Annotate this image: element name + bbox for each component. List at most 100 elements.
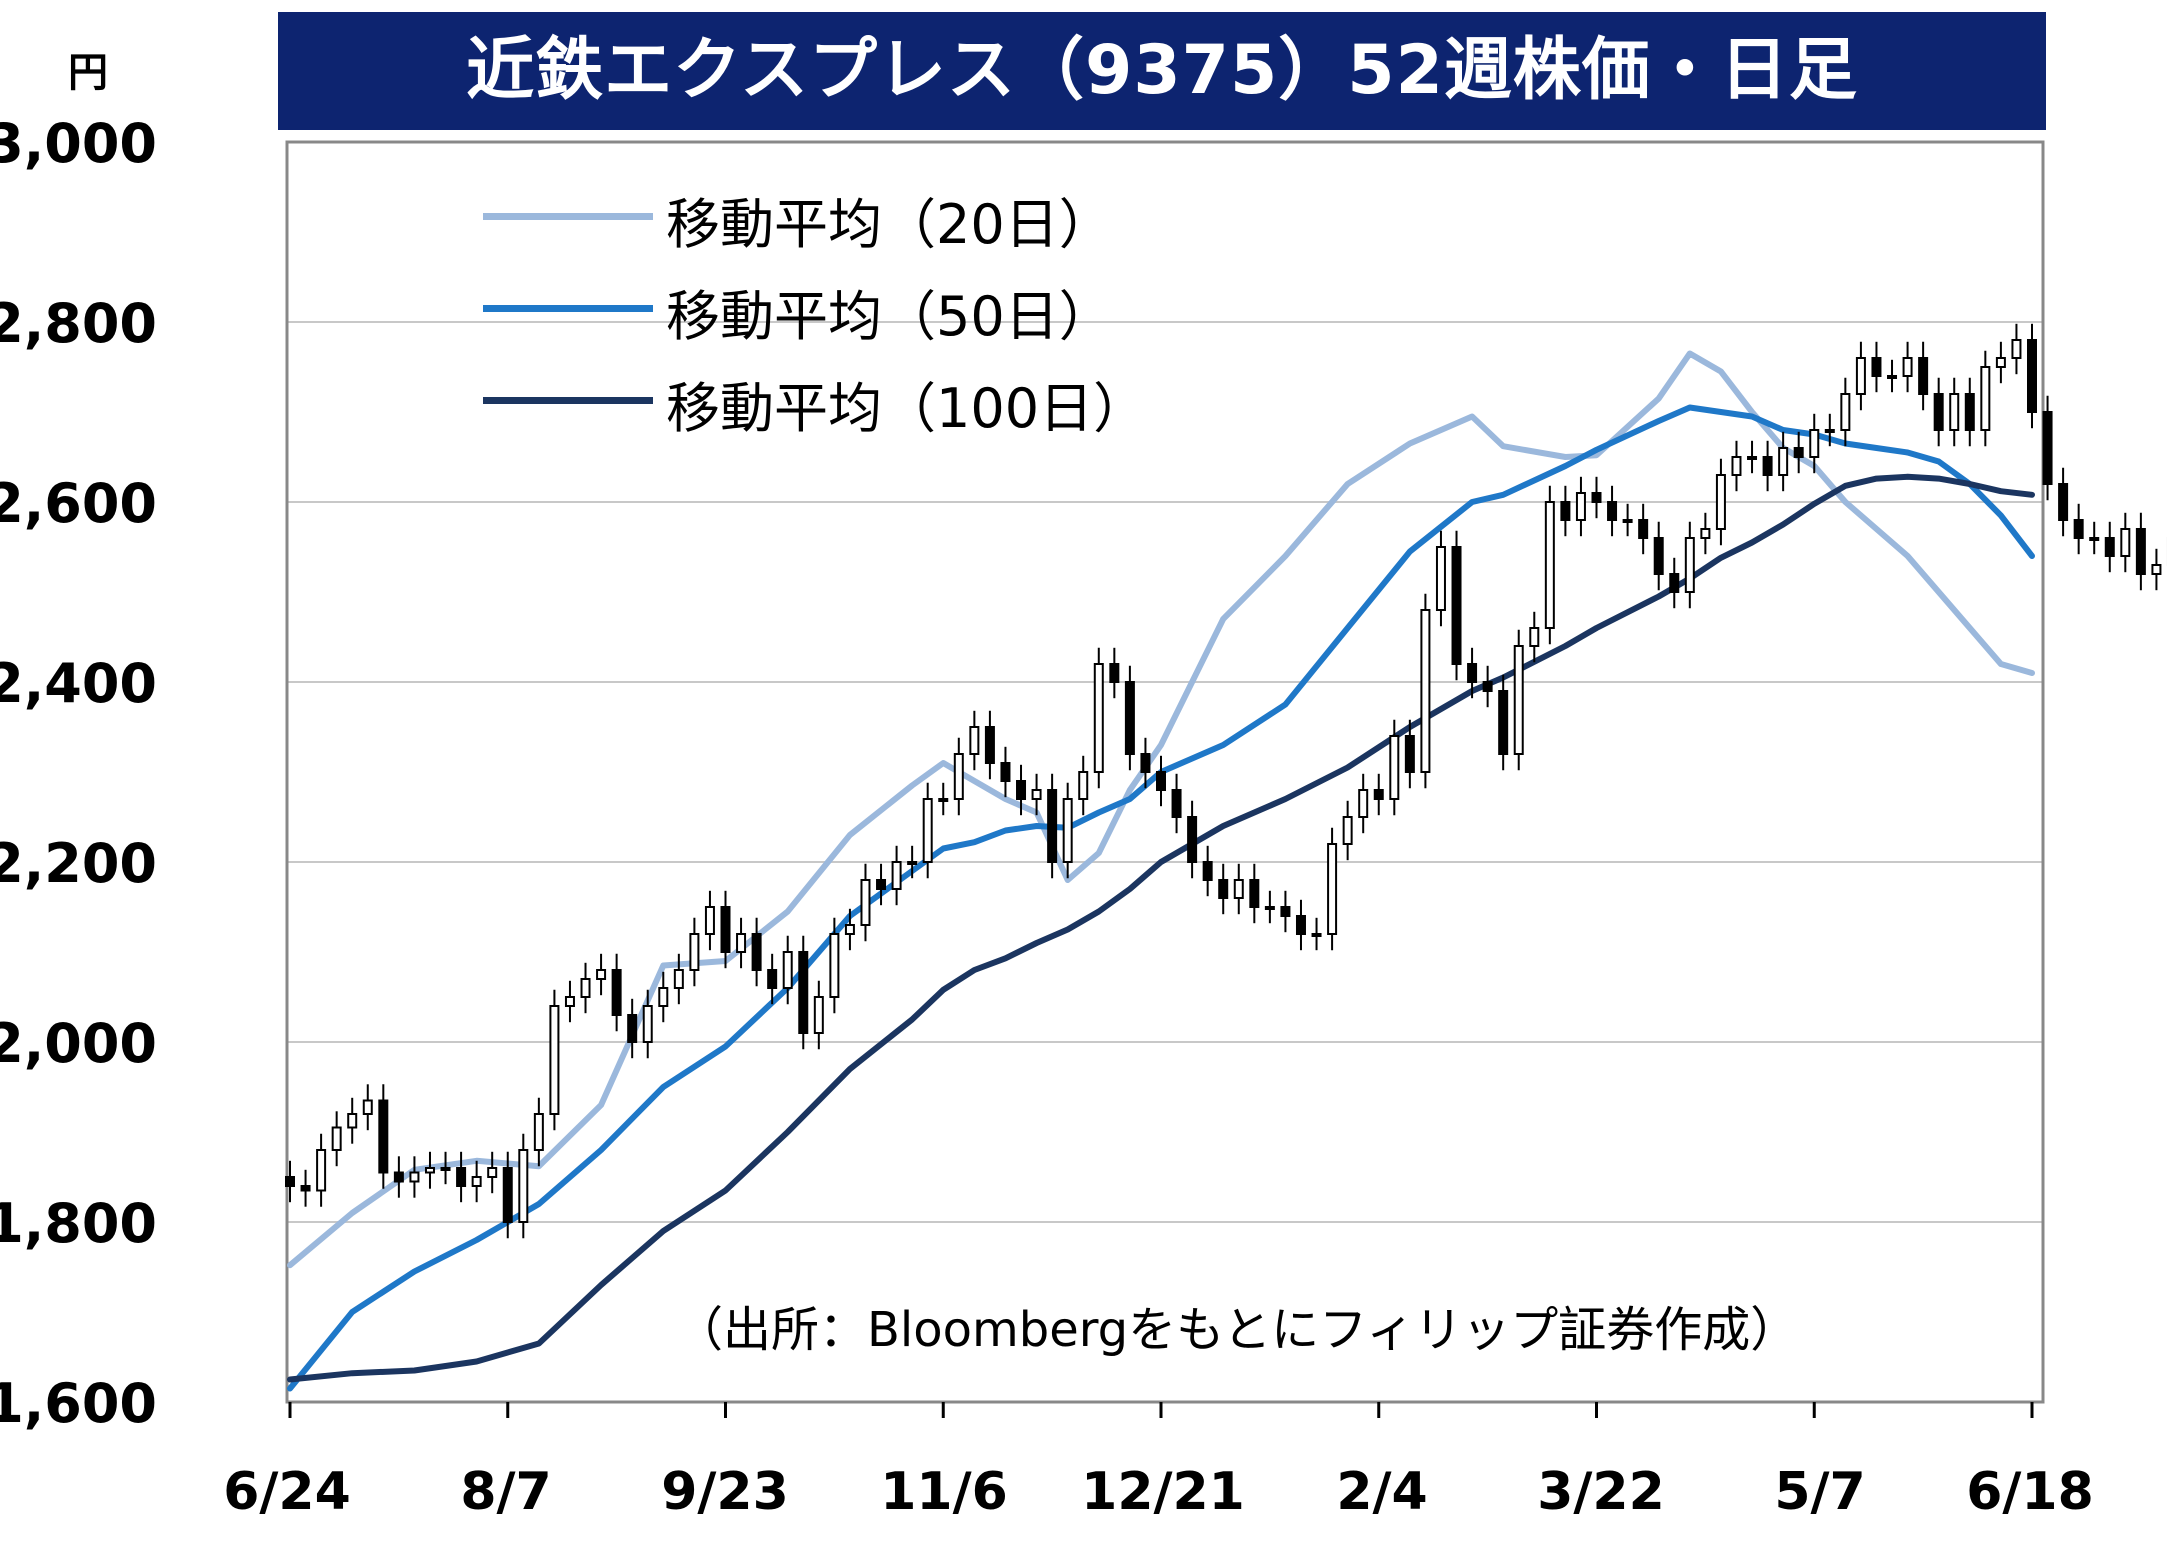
candle-body	[285, 1176, 295, 1187]
candle-body	[1233, 879, 1244, 899]
candle-body	[518, 1149, 529, 1223]
candle-body	[596, 969, 607, 980]
candle-body	[922, 798, 933, 863]
candle-body	[1218, 879, 1229, 899]
candle-body	[1031, 789, 1042, 800]
candle-body	[440, 1167, 451, 1171]
x-tick-label: 11/6	[880, 1462, 1008, 1522]
candle-body	[1980, 366, 1991, 431]
candle-body	[907, 861, 918, 865]
candle-body	[533, 1113, 544, 1151]
y-unit-label: 円	[68, 50, 108, 96]
candle-body	[487, 1167, 498, 1178]
x-tick-label: 9/23	[661, 1462, 789, 1522]
candle-body	[1622, 519, 1633, 523]
candle-body	[891, 861, 902, 890]
candle-body	[860, 879, 871, 926]
candle-body	[673, 969, 684, 989]
candle-body	[1295, 915, 1306, 935]
x-tick-label: 2/4	[1336, 1462, 1428, 1522]
candle-body	[953, 753, 964, 800]
y-tick-label: 3,000	[0, 112, 157, 175]
candle-body	[1156, 771, 1166, 791]
candle-body	[689, 933, 700, 971]
candle-body	[2151, 564, 2162, 575]
candle-body	[2011, 339, 2022, 359]
candle-body	[549, 1005, 560, 1115]
candle-body	[1529, 627, 1540, 647]
candle-body	[1918, 357, 1929, 395]
candle-body	[751, 933, 762, 971]
y-tick-label: 2,600	[0, 472, 157, 535]
candle-body	[704, 906, 715, 935]
legend-swatch-ma100	[483, 397, 653, 404]
candle-body	[1078, 771, 1089, 800]
x-tick-label: 6/18	[1966, 1462, 2094, 1522]
x-tick-label: 12/21	[1081, 1462, 1245, 1522]
x-tick-label: 6/24	[223, 1462, 351, 1522]
candle-body	[1747, 456, 1758, 460]
ma100-line	[287, 473, 2035, 1383]
ma20-line	[287, 350, 2035, 1269]
candle-body	[829, 933, 840, 998]
candle-body	[1544, 501, 1555, 629]
candle-body	[1249, 879, 1260, 908]
title-bar	[278, 12, 2046, 130]
candle-body	[1638, 519, 1649, 539]
candle-body	[1762, 456, 1773, 476]
source-note: （出所：Bloombergをもとにフィリップ証券作成）	[675, 1302, 1799, 1358]
candle-body	[1047, 789, 1058, 863]
candle-body	[1140, 753, 1151, 773]
candle-body	[1280, 906, 1291, 917]
candle-body	[1062, 798, 1073, 863]
candle-body	[502, 1167, 513, 1223]
candle-body	[1575, 492, 1586, 521]
candle-body	[2058, 483, 2069, 521]
candle-body	[2027, 339, 2037, 413]
candle-body	[767, 969, 778, 989]
candle-body	[362, 1099, 373, 1115]
candle-body	[2120, 528, 2131, 557]
y-tick-label: 2,400	[0, 652, 157, 715]
candle-body	[2042, 411, 2053, 485]
candle-body	[1093, 663, 1104, 773]
candle-body	[1715, 474, 1726, 530]
candle-body	[1171, 789, 1182, 818]
chart-title: 近鉄エクスプレス（9375）52週株価・日足	[466, 31, 1858, 110]
candle-body	[1607, 501, 1618, 521]
x-tick-label: 3/22	[1537, 1462, 1665, 1522]
legend-label-ma50: 移動平均（50日）	[666, 285, 1113, 348]
candle-body	[844, 924, 855, 935]
candlesticks	[285, 323, 2167, 1239]
candle-body	[1435, 546, 1446, 611]
candle-body	[1840, 393, 1851, 431]
candle-body	[393, 1171, 404, 1183]
candle-body	[1467, 663, 1478, 683]
candle-body	[1389, 735, 1400, 800]
candle-body	[1513, 645, 1524, 755]
y-tick-label: 2,800	[0, 292, 157, 355]
candle-body	[1591, 492, 1602, 503]
candle-body	[2073, 519, 2084, 539]
candle-body	[1778, 447, 1789, 476]
candle-body	[1451, 546, 1462, 665]
candle-body	[1124, 681, 1135, 755]
candle-body	[1560, 501, 1571, 521]
candle-body	[2135, 528, 2146, 575]
candle-body	[720, 906, 731, 953]
candle-body	[1793, 447, 1804, 458]
candle-body	[782, 951, 793, 989]
candle-body	[316, 1149, 327, 1192]
x-tick-label: 5/7	[1774, 1462, 1866, 1522]
legend-swatch-ma20	[483, 213, 653, 220]
candle-body	[1902, 357, 1913, 377]
candle-body	[938, 798, 949, 802]
candle-body	[471, 1176, 482, 1187]
x-tick-marks	[288, 1402, 2034, 1418]
legend-label-ma20: 移動平均（20日）	[666, 193, 1113, 256]
candle-body	[736, 933, 747, 953]
x-tick-label: 8/7	[460, 1462, 552, 1522]
y-tick-label: 2,000	[0, 1012, 157, 1075]
candle-body	[1187, 816, 1198, 863]
candle-body	[1855, 357, 1866, 395]
